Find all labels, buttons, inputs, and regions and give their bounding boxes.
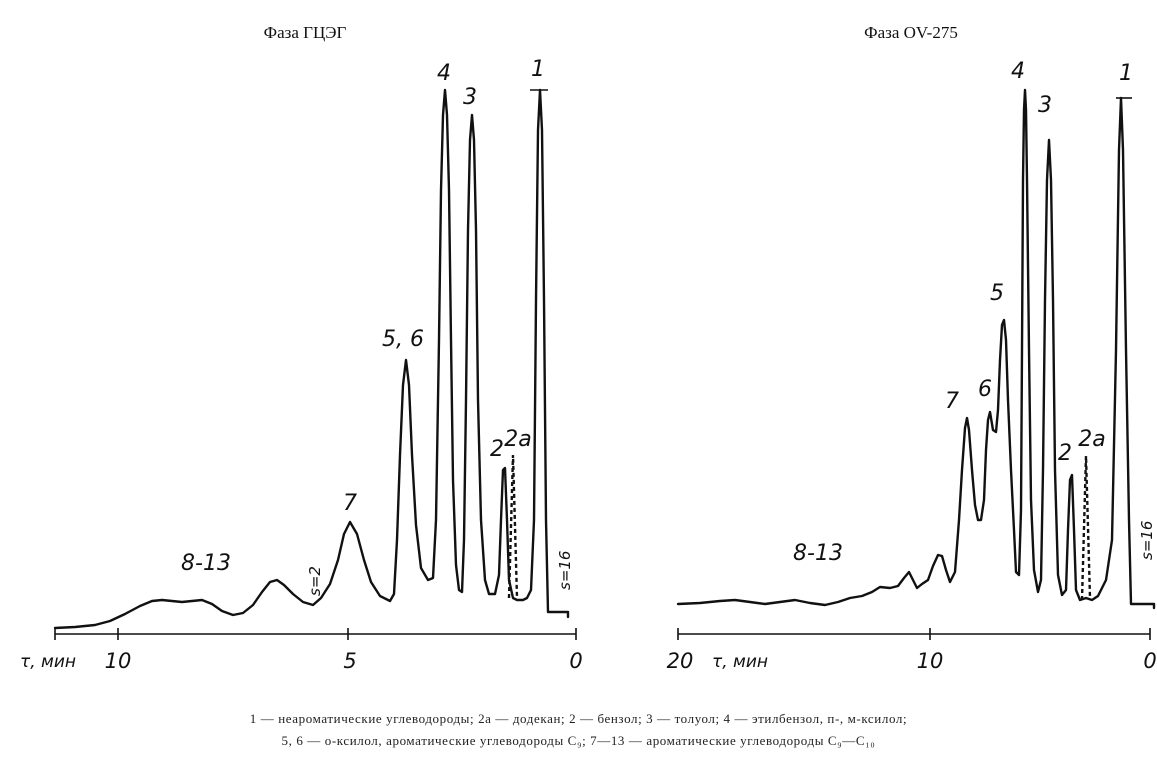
peak-label-2-ov275: 2 [1058, 441, 1072, 466]
tick-10-gceg: 10 [105, 649, 132, 673]
peak-2a-dashed-gceg [507, 454, 519, 599]
peak-label-3-gceg: 3 [463, 85, 477, 110]
tick-20-ov275: 20 [667, 649, 694, 673]
tick-10-ov275: 10 [917, 649, 944, 673]
sensitivity-s2-gceg: s=2 [306, 566, 324, 596]
sensitivity-s16-ov275: s=16 [1138, 521, 1156, 560]
time-axis-gceg [54, 628, 577, 640]
peak-label-8-13-ov275: 8-13 [793, 541, 843, 566]
sensitivity-s16-gceg: s=16 [556, 551, 574, 590]
tick-0-ov275: 0 [1143, 649, 1156, 673]
peak-label-3-ov275: 3 [1038, 93, 1052, 118]
x-axis-label-gceg: τ, мин [20, 652, 76, 672]
peak-label-8-13-gceg: 8-13 [181, 551, 231, 576]
chromatogram-trace-ov275 [676, 88, 1156, 610]
peak-label-2-gceg: 2 [490, 437, 504, 462]
tick-5-gceg: 5 [343, 649, 356, 673]
figure-caption-line2: 5, 6 — о-ксилол, ароматические углеводор… [281, 733, 876, 748]
panel-ov275-title: Фаза OV-275 [864, 23, 958, 42]
peak-label-6-ov275: 6 [978, 377, 992, 402]
chromatogram-trace-gceg [53, 88, 570, 630]
figure-caption-line1: 1 — неароматические углеводороды; 2а — д… [249, 711, 908, 726]
peak-2a-dashed-ov275 [1080, 455, 1092, 601]
x-axis-label-ov275: τ, мин [712, 652, 768, 672]
tick-0-gceg: 0 [569, 649, 582, 673]
peak-label-5-ov275: 5 [990, 281, 1004, 306]
panel-ov275: Фаза OV-275 1 2a 2 3 4 5 6 7 8-13 s=16 2… [667, 23, 1157, 673]
peak-label-7-ov275: 7 [945, 389, 959, 414]
panel-gceg: Фаза ГЦЭГ 1 2a 2 3 4 5, 6 7 8-13 s=16 s=… [20, 23, 583, 673]
peak-label-1-gceg: 1 [531, 57, 545, 82]
peak-label-4-gceg: 4 [437, 61, 451, 86]
peak-label-1-ov275: 1 [1119, 61, 1133, 86]
panel-gceg-title: Фаза ГЦЭГ [264, 23, 347, 42]
peak-label-56-gceg: 5, 6 [382, 327, 424, 352]
peak-label-4-ov275: 4 [1011, 59, 1025, 84]
time-axis-ov275 [677, 628, 1151, 640]
peak-label-2a-ov275: 2a [1078, 427, 1105, 452]
peak-label-7-gceg: 7 [343, 491, 357, 516]
peak-label-2a-gceg: 2a [504, 427, 531, 452]
